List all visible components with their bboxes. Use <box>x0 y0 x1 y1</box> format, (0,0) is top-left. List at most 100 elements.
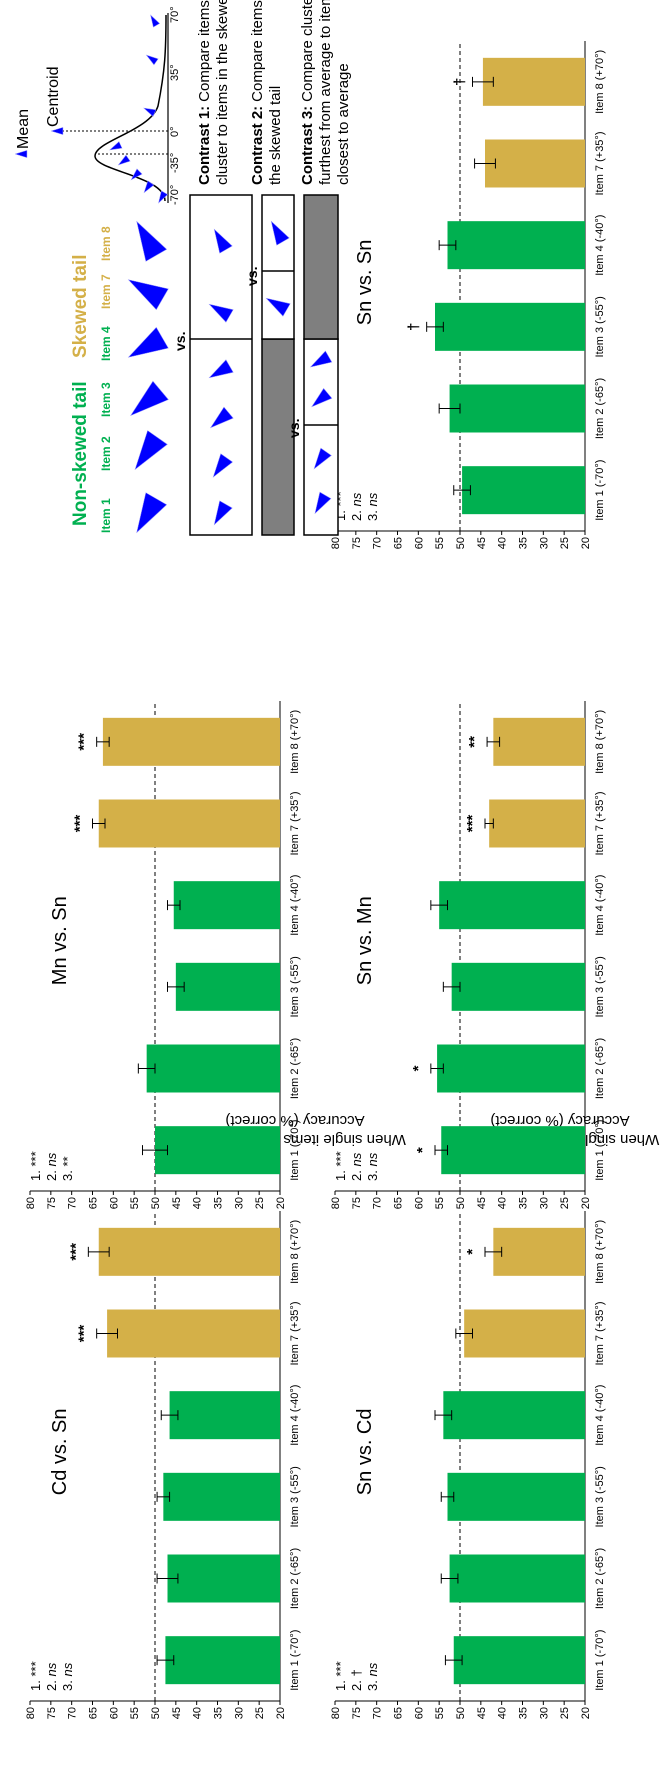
mn-vs-sn-ytick-label-40: 40 <box>192 1197 204 1209</box>
mn-vs-sn-ytick-label-35: 35 <box>213 1197 225 1209</box>
sn-vs-mn-ytick-label-60: 60 <box>413 1197 425 1209</box>
dist-pointers <box>14 14 169 204</box>
cd-vs-sn-stat-1: 1. *** <box>28 1661 43 1691</box>
sn-vs-sn-bar-1 <box>462 466 586 515</box>
cd-vs-sn-ytick-label-35: 35 <box>213 1707 225 1719</box>
contrast-1-pointer-1-shape <box>213 500 233 526</box>
sn-vs-mn-stat-1: 1. *** <box>333 1151 348 1181</box>
legend-pointer-2 <box>134 430 168 471</box>
chart-panels: 20 25 30 35 40 45 50 55 60 65 70 75 80 Cd vs. Sn 1. **… <box>25 41 606 1719</box>
mn-vs-sn-sig-5: *** <box>72 815 89 833</box>
sn-vs-mn-ytick-label-70: 70 <box>372 1197 384 1209</box>
sn-vs-sn-title: Sn vs. Sn <box>354 240 376 326</box>
legend-pointer-6 <box>136 220 168 262</box>
sn-vs-sn-ytick-label-50: 50 <box>455 537 467 549</box>
sn-vs-sn-sig-6: † <box>452 78 469 86</box>
legend-pointer-4 <box>127 326 169 358</box>
sn-vs-sn-ytick-label-55: 55 <box>434 537 446 549</box>
mn-vs-sn-ytick-label-65: 65 <box>88 1197 100 1209</box>
mn-vs-sn-ytick-label-70: 70 <box>67 1197 79 1209</box>
sn-vs-sn-ytick-label-30: 30 <box>538 537 550 549</box>
sn-vs-mn-stat-value-2: ns <box>349 1152 364 1166</box>
sn-vs-cd-ytick-label-40: 40 <box>497 1707 509 1719</box>
mn-vs-sn-ytick-label-55: 55 <box>129 1197 141 1209</box>
sn-vs-sn-ytick-label-80: 80 <box>330 537 342 549</box>
sn-vs-cd-xtick-label-3: Item 3 (-55°) <box>594 1466 606 1527</box>
sn-vs-sn-stat-2: 2. ns <box>349 492 364 521</box>
sn-vs-mn-bar-2 <box>437 1044 586 1093</box>
sn-vs-sn-stat-value-2: ns <box>349 492 364 506</box>
mn-vs-sn-ytick-label-75: 75 <box>46 1197 58 1209</box>
dist-pointer-5-shape <box>109 141 123 151</box>
sn-vs-cd-ytick-label-70: 70 <box>372 1707 384 1719</box>
sn-vs-mn-bar-3 <box>451 962 585 1011</box>
sn-vs-mn-bar-4 <box>439 881 585 930</box>
sn-vs-mn-stat-2: 2. ns <box>349 1152 364 1181</box>
sn-vs-cd-ytick-label-35: 35 <box>518 1707 530 1719</box>
mn-vs-sn-stat-2: 2. ns <box>44 1152 59 1181</box>
mn-vs-sn-ytick-label-45: 45 <box>171 1197 183 1209</box>
contrast-3-gray <box>303 194 339 340</box>
dist-pointer-5 <box>109 141 123 151</box>
mn-vs-sn-ytick-label-60: 60 <box>108 1197 120 1209</box>
sn-vs-sn-ytick-label-75: 75 <box>351 537 363 549</box>
sn-vs-mn-ytick-label-40: 40 <box>497 1197 509 1209</box>
sn-vs-mn-ytick-label-20: 20 <box>580 1197 592 1209</box>
cd-vs-sn-stat-2: 2. ns <box>44 1662 59 1691</box>
contrast-3-label: Contrast 3: <box>299 106 316 185</box>
contrast-3-pointer-2 <box>313 447 332 470</box>
sn-vs-mn-stat-value-1: *** <box>333 1151 348 1166</box>
mn-vs-sn-xtick-label-2: Item 2 (-65°) <box>289 1038 301 1099</box>
contrast-3-pointer-1-shape <box>314 491 332 515</box>
sn-vs-mn-bar-6 <box>493 717 586 766</box>
sn-vs-sn-bar-3 <box>435 302 585 351</box>
sn-vs-mn-stat-value-3: ns <box>365 1152 380 1166</box>
sn-vs-sn-ytick-label-65: 65 <box>393 537 405 549</box>
contrast-2-box <box>261 194 295 340</box>
cd-vs-sn-xtick-label-3: Item 3 (-55°) <box>289 1466 301 1527</box>
sn-vs-sn-xtick-label-6: Item 8 (+70°) <box>594 50 606 114</box>
mn-vs-sn-sig-6: *** <box>76 733 93 751</box>
mn-vs-sn-xtick-label-1: Item 1 (-70°) <box>289 1120 301 1181</box>
sn-vs-mn-xtick-label-2: Item 2 (-65°) <box>594 1038 606 1099</box>
dist-tick-2: -35° <box>169 153 181 173</box>
contrast-1-text: Contrast 1: Compare items in <box>196 0 213 185</box>
contrast-1-vs: vs. <box>172 332 188 351</box>
mn-vs-sn-ytick-label-30: 30 <box>233 1197 245 1209</box>
mn-vs-sn-xtick-label-4: Item 4 (-40°) <box>289 875 301 936</box>
sn-vs-cd-ytick-label-55: 55 <box>434 1707 446 1719</box>
dist-pointer-6-shape <box>143 107 157 117</box>
sn-vs-cd-stat-2: 2. † <box>349 1669 364 1691</box>
mn-vs-sn-ytick-label-25: 25 <box>254 1197 266 1209</box>
sn-vs-sn-ytick-label-70: 70 <box>372 537 384 549</box>
sn-vs-sn-ytick-label-25: 25 <box>559 537 571 549</box>
contrast-2-diagram: vs. <box>244 194 295 536</box>
contrast-1-pointers <box>208 228 234 526</box>
sn-vs-sn-xtick-label-4: Item 4 (-40°) <box>594 215 606 276</box>
sn-vs-cd-bar-1 <box>453 1636 585 1685</box>
contrast-3-pointer-1 <box>314 491 332 515</box>
y-title-top-line1: Accuracy (% correct) <box>225 1112 364 1129</box>
contrast-3-diagram: vs. <box>286 194 339 536</box>
dist-tick-1: -70° <box>169 185 181 205</box>
contrast-3-pointer-4 <box>309 350 333 368</box>
sn-vs-cd-ytick-label-50: 50 <box>455 1707 467 1719</box>
non-skewed-title: Non-skewed tail <box>70 381 91 526</box>
contrast-3-pointer-2-shape <box>313 447 332 470</box>
cd-vs-sn-bar-1 <box>165 1636 281 1685</box>
sn-vs-sn-sig-3: † <box>406 323 423 331</box>
mn-vs-sn-bar-6 <box>102 717 280 766</box>
mn-vs-sn-stat-value-3: ** <box>60 1156 75 1166</box>
contrast-3-line3: closest to average <box>335 63 352 185</box>
sn-vs-sn-xtick-label-1: Item 1 (-70°) <box>594 460 606 521</box>
contrast-2-text: Contrast 2: Compare items within <box>249 0 266 185</box>
cd-vs-sn-ytick-label-25: 25 <box>254 1707 266 1719</box>
dist-pointer-1 <box>158 190 169 204</box>
cd-vs-sn-xtick-label-1: Item 1 (-70°) <box>289 1630 301 1691</box>
dist-pointer-1-shape <box>158 190 169 204</box>
sn-vs-cd-title: Sn vs. Cd <box>354 1408 376 1495</box>
contrast-2-pointer-1 <box>265 297 291 317</box>
dist-pointer-2 <box>143 180 155 194</box>
chart-cd-vs-sn: 20 25 30 35 40 45 50 55 60 65 70 75 80 Cd vs. Sn 1. **… <box>25 1211 301 1719</box>
sn-vs-mn-xtick-label-3: Item 3 (-55°) <box>594 956 606 1017</box>
